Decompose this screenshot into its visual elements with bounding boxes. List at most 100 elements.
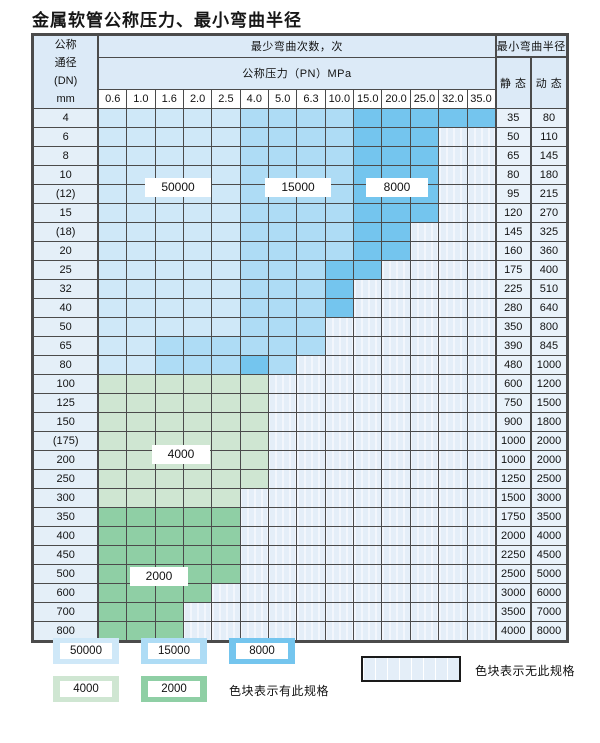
table-row: 32 225 510	[33, 279, 567, 299]
cell-dn125-pn0.6	[97, 393, 128, 413]
row-dn-label: 350	[33, 507, 100, 527]
cell-dn400-pn5.0	[267, 526, 298, 546]
header-pressure: 公称压力（PN）MPa	[97, 56, 497, 90]
cell-dn8-pn0.6	[97, 146, 128, 166]
cell-dn(175)-pn4.0	[239, 431, 269, 451]
cell-dn700-pn0.6	[97, 602, 128, 622]
cell-dn100-pn2.0	[182, 374, 213, 394]
row-dn-label: (175)	[33, 431, 100, 451]
cell-dn350-pn0.6	[97, 507, 128, 527]
table-row: 300 1500 3000	[33, 488, 567, 508]
cell-dn300-pn5.0	[267, 488, 298, 508]
row-dn-label: 20	[33, 241, 100, 261]
cell-dn6-pn32.0	[438, 127, 468, 147]
cell-dn(175)-pn32.0	[438, 431, 468, 451]
cell-dn20-pn5.0	[267, 241, 298, 261]
cell-dn40-pn20.0	[381, 298, 411, 318]
row-dynamic-radius: 2000	[530, 431, 567, 451]
cell-dn25-pn2.5	[211, 260, 241, 280]
header-pn-25.0: 25.0	[409, 89, 440, 109]
row-dynamic-radius: 2000	[530, 450, 567, 470]
cell-dn100-pn15.0	[353, 374, 383, 394]
callout-50000: 50000	[145, 178, 211, 197]
cell-dn400-pn1.0	[126, 526, 156, 546]
cell-dn8-pn10.0	[324, 146, 355, 166]
cell-dn350-pn15.0	[353, 507, 383, 527]
cell-dn150-pn0.6	[97, 412, 128, 432]
cell-dn10-pn10.0	[324, 165, 355, 185]
page-title: 金属软管公称压力、最小弯曲半径	[32, 11, 302, 30]
row-dynamic-radius: 1200	[530, 374, 567, 394]
spec-table-container: 公称 通径 (DN) mm 最少弯曲次数，次 最小弯曲半径 公称压力（PN）MPa 静…	[31, 33, 569, 643]
legend-chip-label: 8000	[236, 643, 288, 659]
row-static-radius: 2500	[495, 564, 532, 584]
legend-chip-8000: 8000	[229, 638, 295, 664]
cell-dn250-pn1.6	[154, 469, 184, 489]
row-static-radius: 1000	[495, 431, 532, 451]
cell-dn600-pn1.6	[154, 583, 184, 603]
cell-dn(18)-pn6.3	[296, 222, 326, 242]
cell-dn80-pn5.0	[267, 355, 298, 375]
header-pn-0.6: 0.6	[97, 89, 128, 109]
row-dn-label: 15	[33, 203, 100, 223]
cell-dn150-pn32.0	[438, 412, 468, 432]
cell-dn15-pn35.0	[466, 203, 497, 223]
cell-dn400-pn0.6	[97, 526, 128, 546]
cell-dn15-pn32.0	[438, 203, 468, 223]
cell-dn(18)-pn25.0	[409, 222, 440, 242]
cell-dn65-pn1.0	[126, 336, 156, 356]
legend-chip-label: 15000	[148, 643, 200, 659]
cell-dn4-pn25.0	[409, 108, 440, 128]
cell-dn6-pn2.0	[182, 127, 213, 147]
row-static-radius: 145	[495, 222, 532, 242]
cell-dn600-pn6.3	[296, 583, 326, 603]
cell-dn40-pn6.3	[296, 298, 326, 318]
header-pn-6.3: 6.3	[296, 89, 326, 109]
cell-dn6-pn1.6	[154, 127, 184, 147]
cell-dn100-pn4.0	[239, 374, 269, 394]
cell-dn15-pn15.0	[353, 203, 383, 223]
header-pn-20.0: 20.0	[381, 89, 411, 109]
cell-dn800-pn20.0	[381, 621, 411, 641]
cell-dn6-pn10.0	[324, 127, 355, 147]
cell-dn300-pn2.5	[211, 488, 241, 508]
row-dn-label: 400	[33, 526, 100, 546]
cell-dn700-pn15.0	[353, 602, 383, 622]
cell-dn400-pn6.3	[296, 526, 326, 546]
cell-dn(175)-pn15.0	[353, 431, 383, 451]
cell-dn(12)-pn35.0	[466, 184, 497, 204]
cell-dn10-pn32.0	[438, 165, 468, 185]
cell-dn50-pn20.0	[381, 317, 411, 337]
cell-dn20-pn4.0	[239, 241, 269, 261]
cell-dn350-pn10.0	[324, 507, 355, 527]
cell-dn600-pn4.0	[239, 583, 269, 603]
row-dn-label: 200	[33, 450, 100, 470]
row-static-radius: 280	[495, 298, 532, 318]
cell-dn6-pn2.5	[211, 127, 241, 147]
cell-dn200-pn5.0	[267, 450, 298, 470]
row-static-radius: 350	[495, 317, 532, 337]
header-pn-15.0: 15.0	[353, 89, 383, 109]
cell-dn350-pn5.0	[267, 507, 298, 527]
cell-dn(175)-pn25.0	[409, 431, 440, 451]
row-dynamic-radius: 4000	[530, 526, 567, 546]
cell-dn8-pn6.3	[296, 146, 326, 166]
cell-dn65-pn32.0	[438, 336, 468, 356]
row-dynamic-radius: 400	[530, 260, 567, 280]
cell-dn300-pn25.0	[409, 488, 440, 508]
cell-dn300-pn6.3	[296, 488, 326, 508]
cell-dn8-pn1.0	[126, 146, 156, 166]
callout-4000: 4000	[152, 445, 210, 464]
header-pn-2.0: 2.0	[182, 89, 213, 109]
row-dynamic-radius: 1000	[530, 355, 567, 375]
cell-dn300-pn2.0	[182, 488, 213, 508]
header-pn-10.0: 10.0	[324, 89, 355, 109]
cell-dn250-pn4.0	[239, 469, 269, 489]
cell-dn65-pn15.0	[353, 336, 383, 356]
table-row: 200 1000 2000	[33, 450, 567, 470]
cell-dn65-pn5.0	[267, 336, 298, 356]
cell-dn600-pn2.5	[211, 583, 241, 603]
cell-dn25-pn20.0	[381, 260, 411, 280]
cell-dn32-pn2.0	[182, 279, 213, 299]
cell-dn20-pn25.0	[409, 241, 440, 261]
